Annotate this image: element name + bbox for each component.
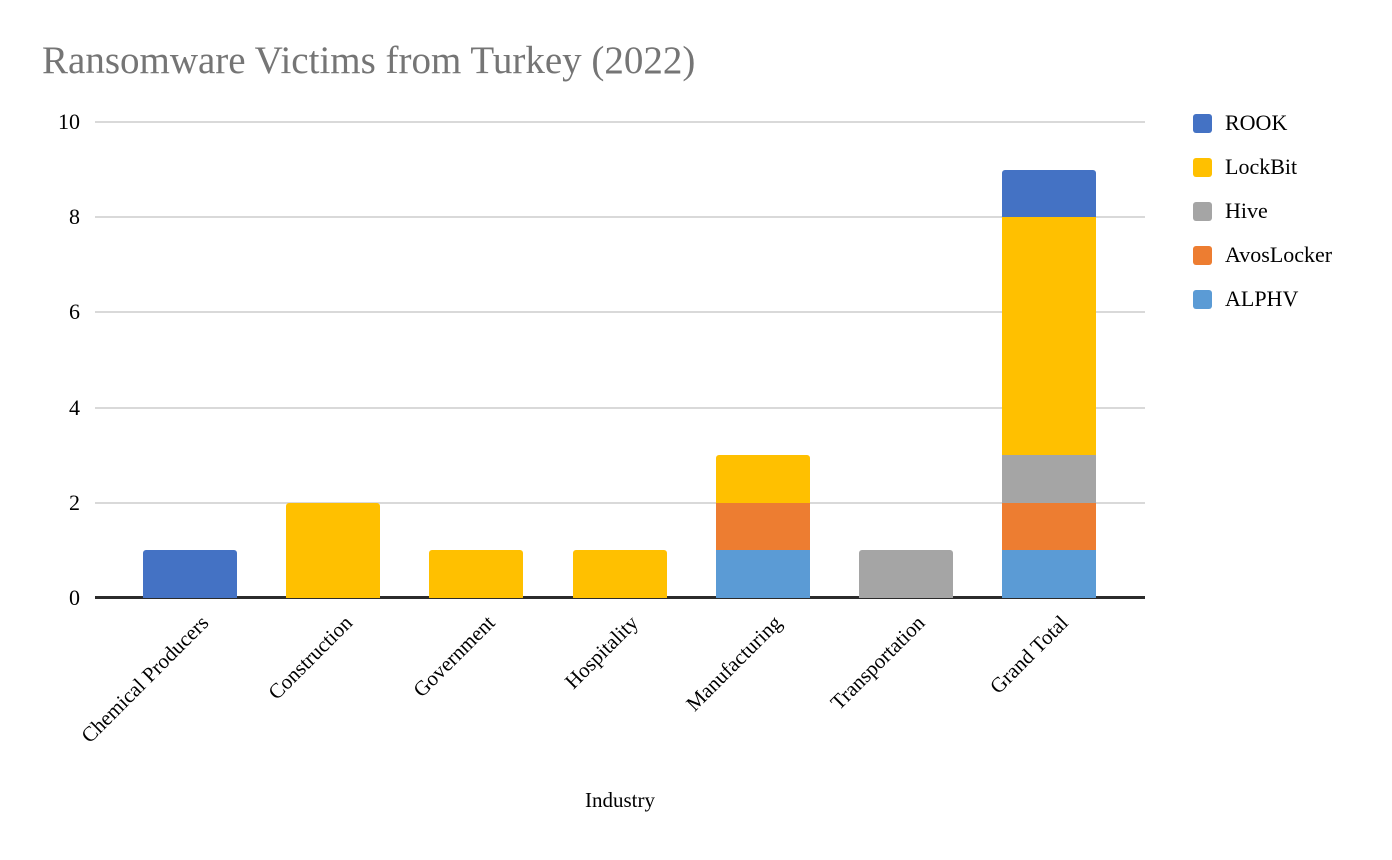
bar-segment-hive[interactable] — [1002, 455, 1097, 503]
x-category-label: Construction — [263, 610, 357, 705]
plot-area — [95, 121, 1145, 599]
legend-item-hive[interactable]: Hive — [1193, 198, 1268, 223]
x-category-label: Government — [408, 610, 500, 702]
legend-swatch-icon — [1193, 289, 1212, 309]
legend-label: ROOK — [1225, 110, 1288, 135]
legend-label: ALPHV — [1225, 286, 1299, 311]
bar-segment-rook[interactable] — [1002, 169, 1097, 218]
x-axis-title: Industry — [585, 788, 655, 812]
y-tick-label: 8 — [69, 204, 80, 230]
y-tick-label: 2 — [69, 489, 80, 515]
gridline — [95, 311, 1145, 314]
gridline — [95, 121, 1145, 123]
legend-item-lockbit[interactable]: LockBit — [1193, 154, 1298, 179]
y-tick-label: 0 — [69, 585, 80, 610]
x-category-label: Transportation — [825, 610, 930, 715]
bar-segment-lockbit[interactable] — [429, 550, 524, 598]
y-tick-label: 4 — [69, 394, 80, 420]
bar-segment-alphv[interactable] — [1002, 550, 1097, 598]
bar-segment-lockbit[interactable] — [572, 550, 667, 598]
legend-swatch-icon — [1193, 245, 1212, 265]
bar-segment-lockbit[interactable] — [286, 502, 381, 598]
bar-segment-lockbit[interactable] — [1002, 217, 1097, 456]
bar-segment-hive[interactable] — [858, 550, 953, 598]
bar-segment-rook[interactable] — [143, 550, 237, 598]
bar-segment-avoslocker[interactable] — [715, 502, 810, 551]
x-category-label: Chemical Producers — [76, 610, 214, 748]
bar-segment-alphv[interactable] — [715, 550, 810, 598]
bar-segment-avoslocker[interactable] — [1002, 502, 1097, 551]
legend-label: Hive — [1225, 198, 1268, 223]
legend-swatch-icon — [1193, 113, 1212, 133]
gridline — [95, 501, 1145, 504]
legend-label: AvosLocker — [1225, 242, 1333, 267]
x-category-label: Hospitality — [560, 610, 644, 694]
chart-title: Ransomware Victims from Turkey (2022) — [42, 39, 696, 82]
legend-item-rook[interactable]: ROOK — [1193, 110, 1288, 135]
legend-swatch-icon — [1193, 201, 1212, 221]
gridline — [95, 216, 1145, 219]
y-tick-label: 6 — [69, 299, 80, 325]
legend-item-avoslocker[interactable]: AvosLocker — [1193, 242, 1333, 267]
bar-segment-lockbit[interactable] — [715, 455, 810, 503]
legend-swatch-icon — [1193, 157, 1212, 177]
x-category-label: Grand Total — [984, 610, 1073, 699]
x-category-label: Manufacturing — [681, 610, 787, 716]
legend-item-alphv[interactable]: ALPHV — [1193, 286, 1299, 311]
legend-label: LockBit — [1225, 154, 1298, 179]
gridline — [95, 406, 1145, 409]
y-tick-label: 10 — [58, 109, 80, 134]
